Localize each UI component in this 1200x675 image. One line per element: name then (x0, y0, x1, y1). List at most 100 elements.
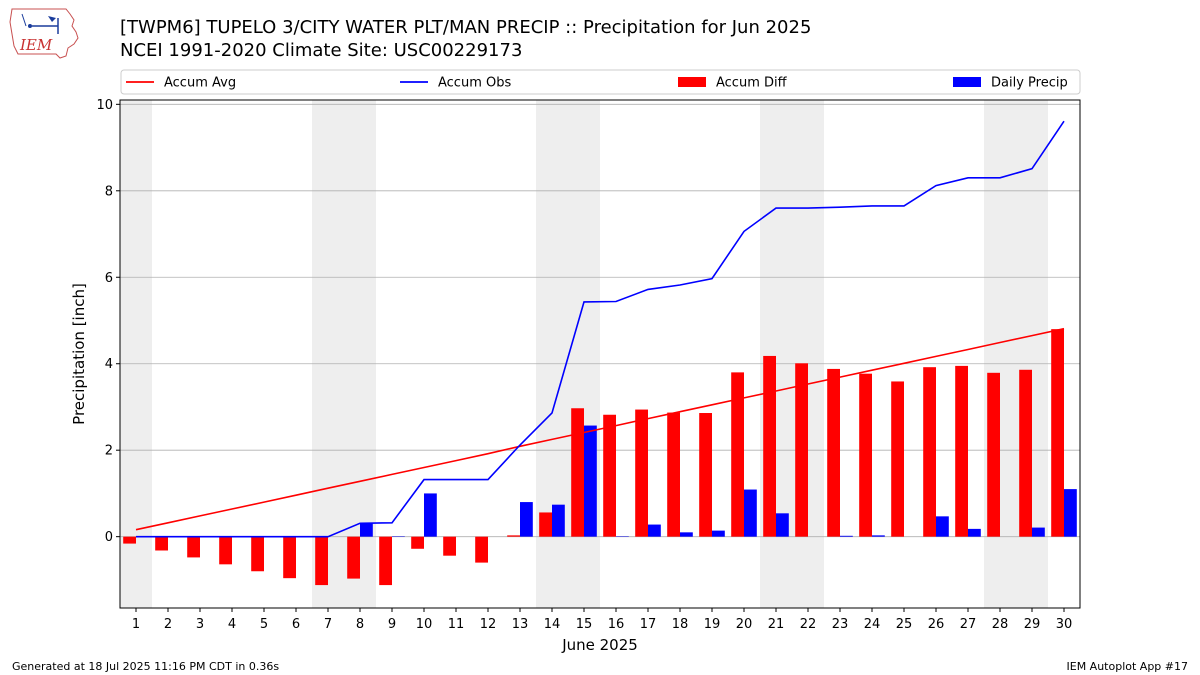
x-tick-label: 27 (960, 617, 977, 632)
daily-precip-bar (1064, 489, 1077, 537)
legend-label: Daily Precip (991, 76, 1068, 91)
chart-subtitle: NCEI 1991-2020 Climate Site: USC00229173 (120, 40, 523, 61)
daily-precip-bar (648, 524, 661, 537)
chart-title: [TWPM6] TUPELO 3/CITY WATER PLT/MAN PREC… (120, 17, 812, 38)
x-tick-label: 12 (480, 617, 497, 632)
x-tick-label: 30 (1056, 617, 1073, 632)
accum-diff-bar (507, 535, 520, 537)
x-tick-label: 2 (164, 617, 172, 632)
x-tick-label: 10 (416, 617, 433, 632)
accum-diff-bar (923, 367, 936, 537)
daily-precip-bar (1032, 527, 1045, 537)
accum-diff-bar (123, 536, 136, 544)
x-tick-label: 13 (512, 617, 529, 632)
accum-diff-bar (955, 365, 968, 537)
app-label: IEM Autoplot App #17 (1066, 660, 1189, 673)
accum-diff-bar (155, 536, 168, 551)
daily-precip-bar (680, 532, 693, 537)
generated-timestamp: Generated at 18 Jul 2025 11:16 PM CDT in… (12, 660, 280, 673)
daily-precip-bar (712, 530, 725, 537)
daily-precip-bar (968, 528, 981, 537)
accum-diff-bar (219, 536, 232, 565)
y-axis-label: Precipitation [inch] (70, 283, 88, 425)
accum-diff-bar (1019, 369, 1032, 537)
y-tick-label: 0 (105, 530, 113, 545)
x-tick-label: 18 (672, 617, 689, 632)
accum-diff-bar (795, 363, 808, 537)
daily-precip-bar (744, 489, 757, 537)
x-tick-label: 15 (576, 617, 593, 632)
daily-precip-bar (552, 504, 565, 537)
x-tick-label: 29 (1024, 617, 1041, 632)
daily-precip-bar (424, 493, 437, 537)
accum-diff-bar (475, 536, 488, 563)
iem-logo: IEM (9, 8, 79, 59)
x-tick-label: 5 (260, 617, 268, 632)
legend: Accum Avg Accum Obs Accum Diff Daily Precip (120, 69, 1081, 95)
x-tick-label: 16 (608, 617, 625, 632)
y-tick-label: 4 (105, 357, 113, 372)
legend-swatch-bar (953, 77, 981, 87)
daily-precip-bar (360, 523, 373, 537)
x-tick-label: 17 (640, 617, 657, 632)
x-tick-label: 1 (132, 617, 140, 632)
x-tick-label: 14 (544, 617, 561, 632)
daily-precip-bar (936, 516, 949, 537)
accum-diff-bar (763, 355, 776, 537)
daily-precip-bar (776, 513, 789, 537)
accum-diff-bar (347, 536, 360, 579)
x-tick-label: 7 (324, 617, 332, 632)
x-tick-label: 28 (992, 617, 1009, 632)
accum-diff-bar (187, 536, 200, 558)
y-tick-label: 8 (105, 184, 113, 199)
x-tick-label: 11 (448, 617, 465, 632)
y-tick-label: 10 (96, 98, 113, 113)
x-tick-label: 3 (196, 617, 204, 632)
accum-diff-bar (635, 409, 648, 537)
accum-diff-bar (411, 536, 424, 549)
x-tick-label: 23 (832, 617, 849, 632)
accum-diff-bar (443, 536, 456, 556)
daily-precip-bar (520, 502, 533, 537)
legend-label: Accum Diff (716, 76, 788, 91)
y-tick-label: 2 (105, 444, 113, 459)
daily-precip-bar (584, 425, 597, 537)
x-tick-label: 19 (704, 617, 721, 632)
accum-diff-bar (699, 413, 712, 537)
bar-marks (123, 329, 1077, 586)
legend-label: Accum Avg (164, 76, 236, 91)
y-tick-label: 6 (105, 271, 113, 286)
accum-diff-bar (379, 536, 392, 586)
line-marks (135, 120, 1065, 538)
legend-box (120, 69, 1081, 95)
x-tick-label: 20 (736, 617, 753, 632)
accum-diff-bar (603, 414, 616, 537)
x-tick-label: 25 (896, 617, 913, 632)
x-tick-label: 4 (228, 617, 236, 632)
accum-diff-bar (827, 368, 840, 537)
accum-diff-bar (283, 536, 296, 579)
accum-avg-line (135, 327, 1065, 531)
accum-diff-bar (859, 373, 872, 537)
accum-diff-bar (731, 372, 744, 537)
accum-diff-bar (667, 412, 680, 537)
accum-diff-bar (571, 408, 584, 537)
accum-diff-bar (1051, 329, 1064, 537)
x-axis-label: June 2025 (561, 636, 638, 654)
x-tick-label: 8 (356, 617, 364, 632)
logo-text: IEM (19, 36, 53, 54)
accum-obs-line (136, 120, 1065, 538)
plot-frame (119, 99, 1081, 609)
accum-diff-bar (987, 372, 1000, 537)
x-tick-label: 21 (768, 617, 785, 632)
weekend-band (120, 100, 152, 608)
accum-diff-bar (251, 536, 264, 572)
x-tick-label: 22 (800, 617, 817, 632)
accum-diff-bar (891, 381, 904, 537)
daily-precip-bar (840, 535, 853, 537)
x-tick-label: 26 (928, 617, 945, 632)
legend-swatch-bar (678, 77, 706, 87)
accum-diff-bar (315, 536, 328, 586)
